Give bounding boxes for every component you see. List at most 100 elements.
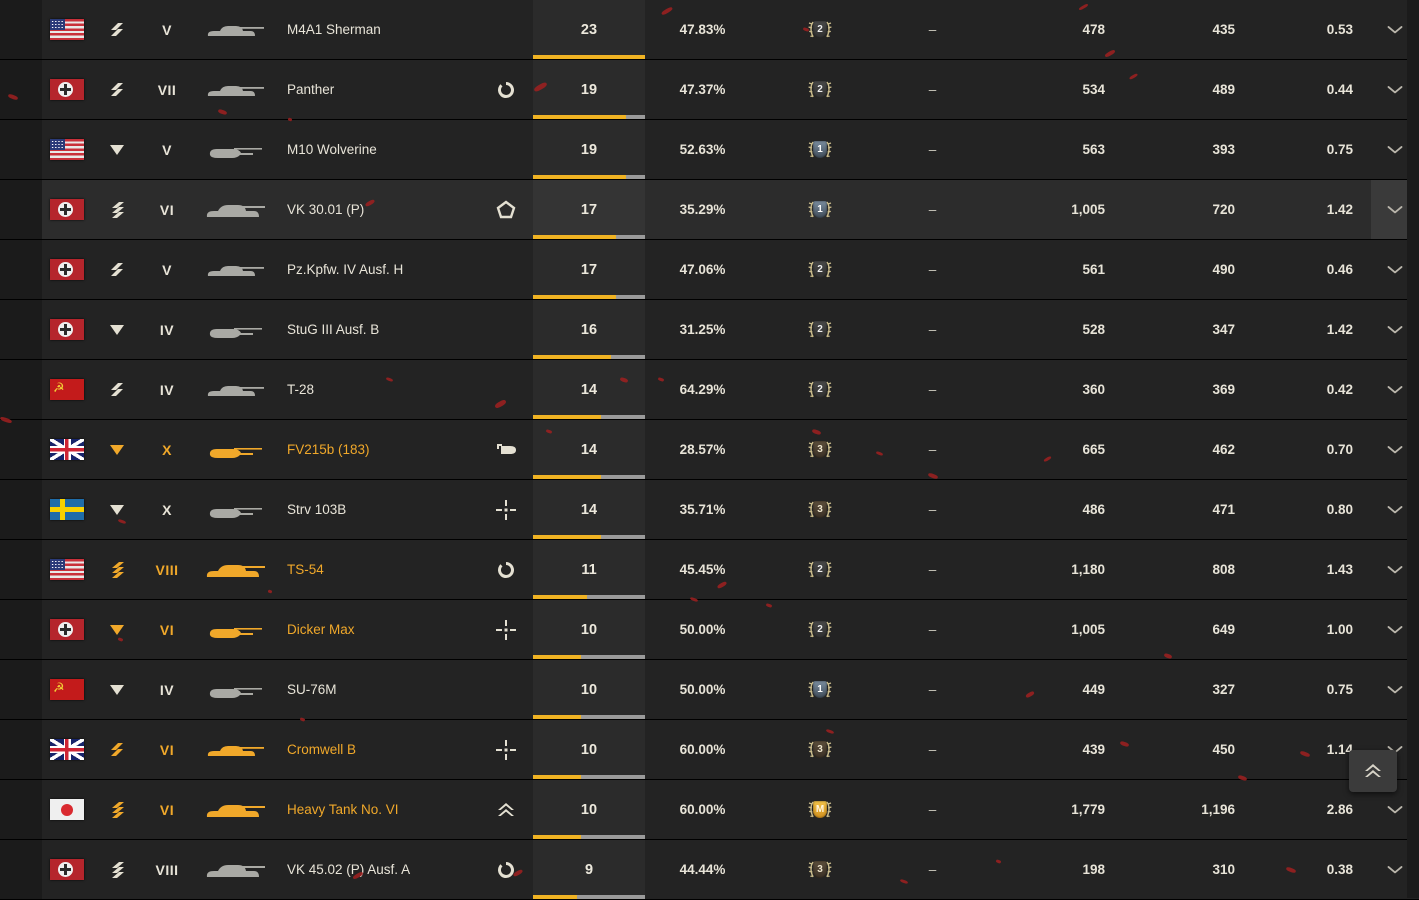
kill-death-ratio: 1.00	[1326, 622, 1353, 637]
expand-row-button[interactable]	[1371, 120, 1419, 179]
vehicle-silhouette-medium-icon	[207, 745, 264, 756]
vehicle-marker-cell[interactable]	[478, 499, 533, 521]
row-left-gutter	[0, 720, 42, 779]
marks-of-excellence: –	[928, 622, 937, 637]
vehicle-icon-cell	[192, 617, 277, 643]
vehicle-silhouette-td-icon	[209, 447, 262, 458]
vehicle-marker-cell[interactable]	[478, 739, 533, 761]
row-left-gutter	[0, 180, 42, 239]
vehicle-marker-cell[interactable]	[478, 860, 533, 880]
scroll-gutter[interactable]	[1407, 0, 1419, 898]
class-medium-icon	[111, 382, 123, 396]
expand-row-button[interactable]	[1371, 360, 1419, 419]
table-row[interactable]: V M10 Wolverine 19 52.63% 1 – 563 393 0.75	[0, 120, 1419, 180]
table-row[interactable]: VI Dicker Max 10 50.00% 2 – 1,005 649 1.00	[0, 600, 1419, 660]
table-row[interactable]: VI VK 30.01 (P) 17 35.29% 1 – 1,005 720 1.42	[0, 180, 1419, 240]
expand-row-button[interactable]	[1371, 600, 1419, 659]
win-rate: 47.83%	[679, 22, 726, 37]
wreath-icon	[808, 621, 832, 637]
vehicle-name[interactable]: M10 Wolverine	[287, 142, 377, 157]
average-damage: 561	[1082, 262, 1105, 277]
vehicle-name[interactable]: Cromwell B	[287, 742, 357, 757]
vehicle-marker-cell[interactable]	[478, 441, 533, 459]
vehicle-name[interactable]: TS-54	[287, 562, 324, 577]
table-row[interactable]: IV T-28 14 64.29% 2 – 360 369 0.42	[0, 360, 1419, 420]
vehicle-marker-cell[interactable]	[478, 80, 533, 100]
expand-row-button[interactable]	[1371, 240, 1419, 299]
nation-flag-cell	[42, 559, 92, 580]
vehicle-name[interactable]: Panther	[287, 82, 335, 97]
vehicle-name[interactable]: FV215b (183)	[287, 442, 370, 457]
vehicle-name[interactable]: Strv 103B	[287, 502, 347, 517]
vehicle-marker-cell[interactable]	[478, 200, 533, 220]
kill-death-ratio: 0.53	[1326, 22, 1353, 37]
battles-progress-bar	[533, 355, 645, 359]
table-row[interactable]: IV SU-76M 10 50.00% 1 – 449 327 0.75	[0, 660, 1419, 720]
vehicle-name[interactable]: M4A1 Sherman	[287, 22, 381, 37]
expand-row-button[interactable]	[1371, 60, 1419, 119]
class-medium-icon	[111, 22, 123, 36]
vehicle-marker-cell[interactable]	[478, 619, 533, 641]
vehicle-tier: X	[162, 441, 172, 458]
shell-ammo-icon	[496, 443, 516, 454]
vehicle-name[interactable]: SU-76M	[287, 682, 337, 697]
vehicle-marker-cell[interactable]	[478, 800, 533, 820]
table-row[interactable]: IV StuG III Ausf. B 16 31.25% 2 – 528 347 1.42	[0, 300, 1419, 360]
nation-flag-swe-icon	[50, 499, 84, 520]
average-damage: 478	[1082, 22, 1105, 37]
vehicle-silhouette-medium-icon	[207, 25, 264, 36]
table-row[interactable]: V M4A1 Sherman 23 47.83% 2 – 478 435 0.53	[0, 0, 1419, 60]
table-row[interactable]: VII Panther 19 47.37% 2 – 534 489 0.44	[0, 60, 1419, 120]
average-damage: 449	[1082, 682, 1105, 697]
chevron-down-icon	[1387, 445, 1403, 453]
battles-cell: 14	[533, 480, 645, 539]
vehicle-name[interactable]: VK 45.02 (P) Ausf. A	[287, 862, 411, 877]
marks-of-excellence: –	[928, 82, 937, 97]
expand-row-button[interactable]	[1371, 660, 1419, 719]
vehicle-name[interactable]: Pz.Kpfw. IV Ausf. H	[287, 262, 404, 277]
nation-flag-cell	[42, 799, 92, 820]
vehicle-name[interactable]: Dicker Max	[287, 622, 355, 637]
kill-death-ratio: 0.70	[1326, 442, 1353, 457]
average-experience: 327	[1212, 682, 1235, 697]
row-left-gutter	[0, 300, 42, 359]
vehicle-name[interactable]: T-28	[287, 382, 315, 397]
table-row[interactable]: X Strv 103B 14 35.71% 3 – 486 471 0.80	[0, 480, 1419, 540]
table-row[interactable]: VIII TS-54 11 45.45% 2 – 1,180 808 1.43	[0, 540, 1419, 600]
expand-row-button[interactable]	[1371, 480, 1419, 539]
wreath-icon	[808, 561, 832, 577]
vehicle-marker-cell[interactable]	[478, 560, 533, 580]
expand-row-button[interactable]	[1371, 420, 1419, 479]
nation-flag-cell	[42, 679, 92, 700]
expand-row-button[interactable]	[1371, 840, 1419, 899]
expand-row-button[interactable]	[1371, 0, 1419, 59]
battles-cell: 23	[533, 0, 645, 59]
expand-row-button[interactable]	[1371, 540, 1419, 599]
row-left-gutter	[0, 420, 42, 479]
table-row[interactable]: X FV215b (183) 14 28.57% 3 – 665 462 0.70	[0, 420, 1419, 480]
wreath-icon	[808, 21, 832, 37]
win-rate: 50.00%	[679, 682, 726, 697]
average-damage: 198	[1082, 862, 1105, 877]
table-row[interactable]: VI Heavy Tank No. VI 10 60.00% M – 1,779 1,196 2…	[0, 780, 1419, 840]
chevron-down-icon	[1387, 265, 1403, 273]
marks-of-excellence: –	[928, 262, 937, 277]
vehicle-name[interactable]: StuG III Ausf. B	[287, 322, 380, 337]
vehicle-tier: VIII	[155, 861, 179, 878]
kill-death-ratio: 2.86	[1326, 802, 1353, 817]
table-row[interactable]: VIII VK 45.02 (P) Ausf. A 9 44.44% 3 – 198 310 0…	[0, 840, 1419, 900]
table-row[interactable]: VI Cromwell B 10 60.00% 3 – 439 450 1.14	[0, 720, 1419, 780]
kill-death-ratio: 0.44	[1326, 82, 1353, 97]
marks-of-excellence: –	[928, 802, 937, 817]
expand-row-button[interactable]	[1371, 780, 1419, 839]
table-row[interactable]: V Pz.Kpfw. IV Ausf. H 17 47.06% 2 – 561 490 0.46	[0, 240, 1419, 300]
vehicle-name[interactable]: VK 30.01 (P)	[287, 202, 365, 217]
vehicle-icon-cell	[192, 77, 277, 103]
row-left-gutter	[0, 600, 42, 659]
vehicle-name[interactable]: Heavy Tank No. VI	[287, 802, 399, 817]
scroll-to-top-button[interactable]	[1349, 750, 1397, 792]
vehicle-icon-cell	[192, 317, 277, 343]
vehicle-icon-cell	[192, 737, 277, 763]
expand-row-button[interactable]	[1371, 300, 1419, 359]
vehicle-class-cell	[92, 21, 142, 39]
